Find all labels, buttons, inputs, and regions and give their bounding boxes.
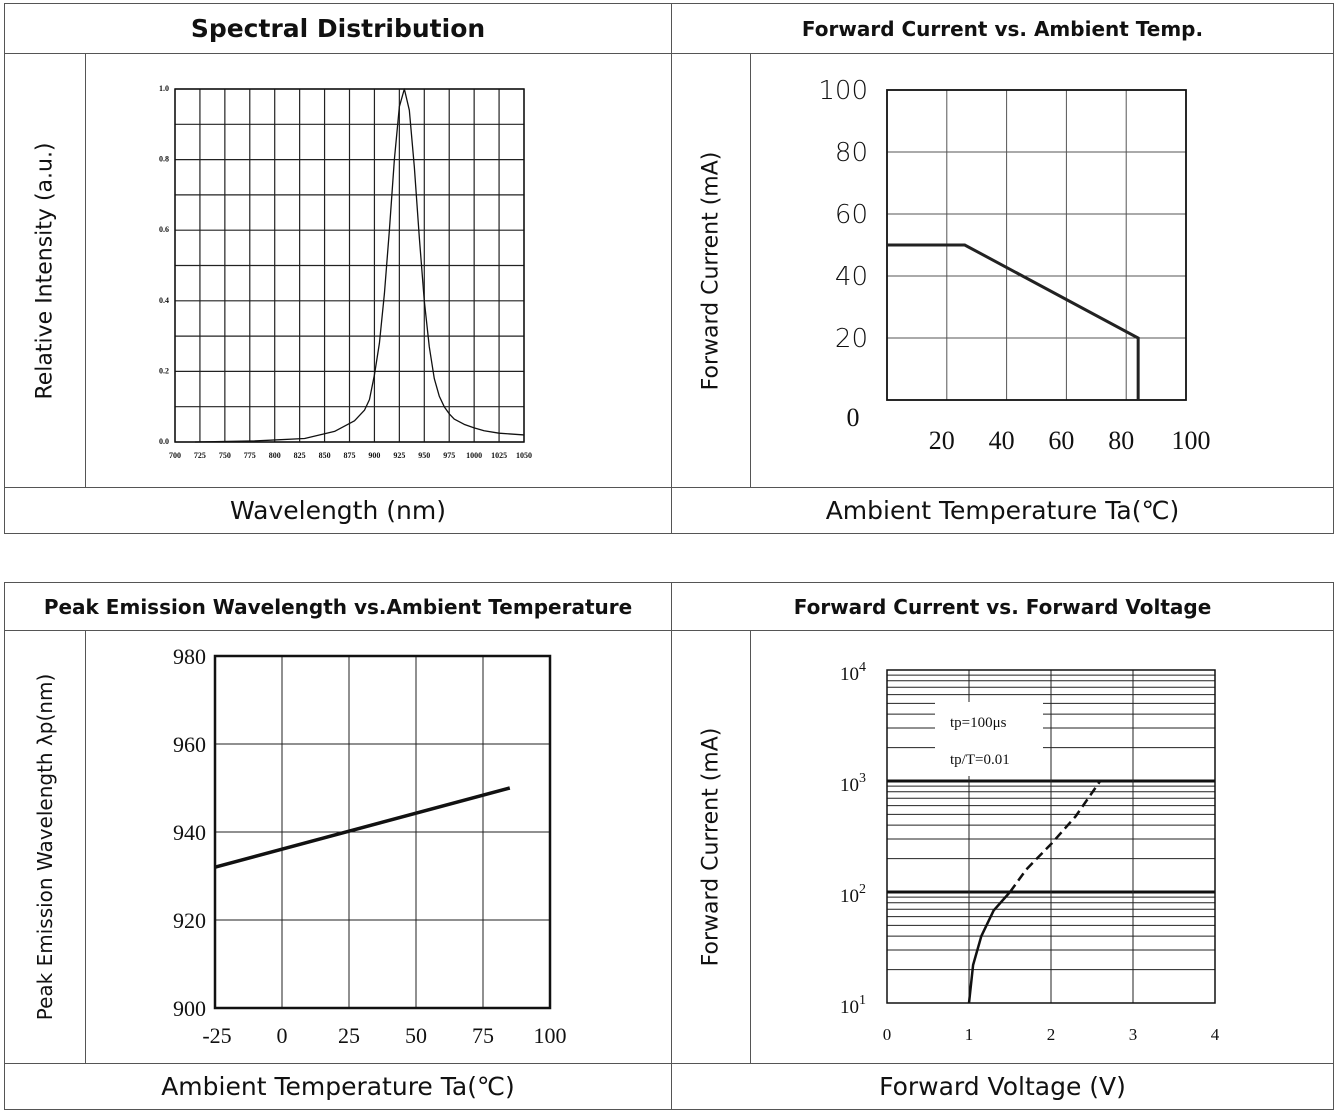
y-tick-label: 103 [840, 771, 866, 796]
x-tick-label: 0 [277, 1023, 288, 1048]
x-tick-label: 100 [1172, 426, 1211, 455]
x-tick-label: 775 [244, 451, 256, 460]
plot-frame [886, 669, 1216, 1004]
x-tick-label: 1050 [516, 451, 532, 460]
x-tick-label: 80 [1108, 426, 1134, 455]
x-tick-label: 100 [534, 1023, 567, 1048]
y-tick-label: 920 [173, 908, 206, 933]
peak-temp-xlabel: Ambient Temperature Ta(℃) [4, 1063, 672, 1110]
y-tick-label: 40 [835, 262, 868, 292]
fc-temp-xlabel: Ambient Temperature Ta(℃) [671, 486, 1334, 535]
fc-fv-ylabel-cell: Forward Current (mA) [671, 630, 751, 1064]
x-tick-label: 850 [319, 451, 331, 460]
x-tick-label: 1000 [466, 451, 482, 460]
fc-temp-title: Forward Current vs. Ambient Temp. [671, 2, 1334, 55]
x-tick-label: 60 [1048, 426, 1074, 455]
peak-temp-plot-cell [85, 630, 672, 1064]
spectrum-curve [194, 88, 525, 443]
duty-cycle-annotation: tp/T=0.01 [950, 752, 1010, 768]
x-tick-label: 975 [443, 451, 455, 460]
fc-fv-title: Forward Current vs. Forward Voltage [671, 582, 1334, 631]
fc-temp-ylabel-cell: Forward Current (mA) [671, 53, 751, 488]
iv-curve-solid [967, 891, 1011, 1004]
y-tick-label: 940 [173, 820, 206, 845]
wavelength-line [214, 786, 511, 869]
y-tick-label: 0.6 [159, 225, 169, 234]
plot-frame [174, 88, 525, 443]
top-panels: Spectral Distribution Forward Current vs… [4, 2, 1334, 535]
x-tick-label: 700 [169, 451, 181, 460]
y-tick-label: 80 [835, 138, 868, 168]
peak-temp-ylabel-cell: Peak Emission Wavelength λp(nm) [4, 630, 86, 1064]
y-tick-label: 1.0 [159, 84, 169, 93]
spectral-plot-cell [85, 53, 672, 488]
y-tick-label: 20 [835, 324, 868, 354]
x-tick-label: 950 [418, 451, 430, 460]
x-tick-label: 4 [1211, 1025, 1220, 1044]
x-tick-label: 925 [393, 451, 405, 460]
spectral-ylabel-cell: Relative Intensity (a.u.) [4, 53, 86, 488]
x-tick-label: 1025 [491, 451, 507, 460]
y-tick-label: 960 [173, 732, 206, 757]
x-tick-label: 750 [219, 451, 231, 460]
y-tick-label: 0.4 [159, 296, 169, 305]
x-tick-label: 0 [883, 1025, 892, 1044]
y-tick-label: 0.8 [159, 155, 169, 164]
annotation-box [935, 702, 1043, 776]
x-tick-label: 3 [1129, 1025, 1138, 1044]
x-tick-label: 825 [294, 451, 306, 460]
x-tick-label: 900 [368, 451, 380, 460]
fc-fv-xlabel: Forward Voltage (V) [671, 1063, 1334, 1110]
x-tick-label: 50 [405, 1023, 427, 1048]
iv-curve-dashed [1008, 780, 1102, 893]
y-tick-label: 101 [840, 993, 866, 1018]
x-tick-label: 2 [1047, 1025, 1056, 1044]
y-tick-label: 102 [840, 882, 866, 907]
x-tick-label: 75 [472, 1023, 494, 1048]
y-tick-label: 0 [847, 403, 860, 432]
x-tick-label: 25 [338, 1023, 360, 1048]
fc-temp-plot-cell [750, 53, 1334, 488]
y-tick-label: 104 [840, 660, 866, 685]
pulse-width-annotation: tp=100μs [950, 715, 1007, 731]
spectral-title: Spectral Distribution [4, 2, 672, 55]
derating-curve [887, 243, 1140, 400]
x-tick-label: 40 [989, 426, 1015, 455]
x-tick-label: 875 [344, 451, 356, 460]
x-tick-label: 800 [269, 451, 281, 460]
x-tick-label: 1 [965, 1025, 974, 1044]
y-tick-label: 980 [173, 644, 206, 669]
x-tick-label: 20 [929, 426, 955, 455]
y-tick-label: 100 [818, 76, 868, 106]
y-tick-label: 0.2 [159, 366, 169, 375]
y-tick-label: 0.0 [159, 437, 169, 446]
y-tick-label: 60 [835, 200, 868, 230]
y-tick-label: 900 [173, 996, 206, 1021]
plot-frame [213, 654, 552, 1010]
x-tick-label: 725 [194, 451, 206, 460]
x-tick-label: -25 [202, 1023, 231, 1048]
spectral-xlabel: Wavelength (nm) [4, 486, 672, 535]
